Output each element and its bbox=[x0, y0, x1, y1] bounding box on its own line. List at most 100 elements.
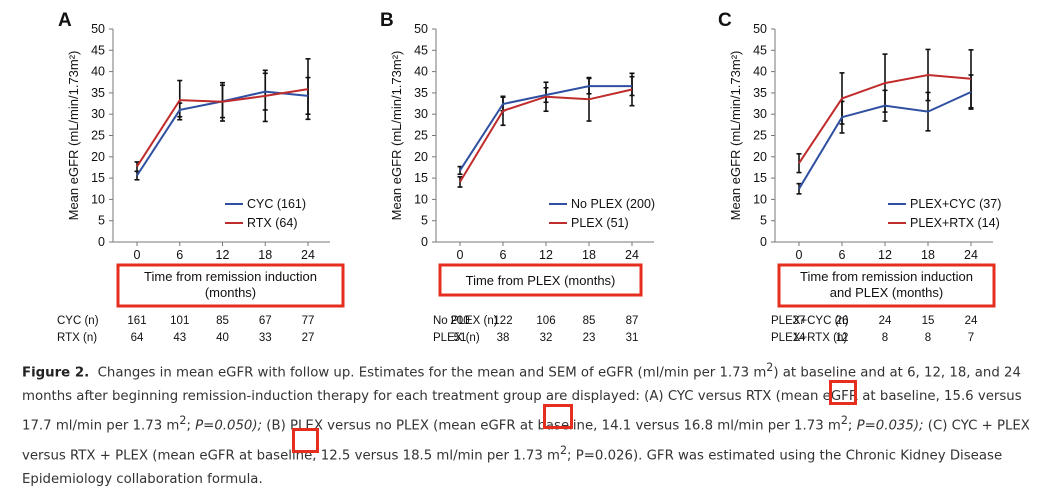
caption-text-7: CYC + PLEX versus RTX + PLEX (mean eGFR … bbox=[22, 418, 1030, 464]
caption-p-b: P=0.035); bbox=[856, 418, 928, 434]
x-axis-label-highlight bbox=[438, 263, 643, 297]
y-tick-label: 20 bbox=[91, 150, 105, 164]
y-axis-label: Mean eGFR (mL/min/1.73m²) bbox=[728, 51, 743, 221]
legend-label: PLEX+RTX (14) bbox=[910, 216, 1000, 230]
y-tick-label: 40 bbox=[753, 65, 767, 79]
chart-panel-c: C 0 5 10 15 20 25 30 35 40 45 50 0 6 12 18 24 Mean eGFR (… bbox=[718, 10, 1001, 344]
n-table-row-label: PLEX+CYC (n) bbox=[771, 315, 849, 327]
n-table-row-label: No PLEX (n) bbox=[433, 315, 498, 327]
n-table-value: 33 bbox=[259, 332, 272, 344]
n-table-value: 51 bbox=[454, 332, 467, 344]
n-table-row-label: CYC (n) bbox=[57, 315, 99, 327]
n-table-value: 38 bbox=[497, 332, 510, 344]
caption-text-4: ; bbox=[186, 418, 196, 434]
y-tick-label: 0 bbox=[421, 235, 428, 249]
caption-text-6: ; bbox=[847, 418, 857, 434]
x-axis-label-line-2: and PLEX (months) bbox=[830, 285, 943, 300]
legend-label: PLEX+CYC (37) bbox=[910, 197, 1001, 211]
y-tick-label: 50 bbox=[414, 22, 428, 36]
y-tick-label: 5 bbox=[98, 214, 105, 228]
y-tick-label: 25 bbox=[753, 129, 767, 143]
n-table-value: 85 bbox=[583, 315, 596, 327]
n-table-value: 7 bbox=[968, 332, 974, 344]
caption-text-2: ) at baseline and at 6, 12, 18, and 24 m… bbox=[22, 365, 1021, 405]
n-table-value: 24 bbox=[965, 315, 978, 327]
n-table-value: 40 bbox=[216, 332, 229, 344]
y-tick-label: 25 bbox=[414, 129, 428, 143]
panel-letter: C bbox=[718, 10, 732, 31]
series-line-2 bbox=[798, 73, 972, 164]
caption-highlight-c bbox=[292, 428, 319, 453]
n-table-value: 12 bbox=[836, 332, 849, 344]
y-tick-label: 10 bbox=[91, 192, 105, 206]
y-tick-label: 30 bbox=[91, 107, 105, 121]
n-table-value: 161 bbox=[127, 315, 146, 327]
y-tick-label: 35 bbox=[91, 86, 105, 100]
y-tick-label: 10 bbox=[753, 192, 767, 206]
x-axis-label-highlight bbox=[116, 263, 345, 308]
y-tick-label: 40 bbox=[91, 65, 105, 79]
y-tick-label: 15 bbox=[414, 171, 428, 185]
series-line-2 bbox=[136, 88, 309, 168]
x-tick-label: 6 bbox=[500, 248, 507, 262]
series-line-2 bbox=[459, 88, 633, 183]
legend-label: CYC (161) bbox=[247, 197, 306, 211]
caption-sup-2: 2 bbox=[179, 414, 187, 428]
n-table-value: 122 bbox=[493, 315, 512, 327]
n-table-value: 106 bbox=[536, 315, 555, 327]
x-axis-label-line-1: Time from remission induction bbox=[144, 269, 317, 284]
n-table-value: 87 bbox=[626, 315, 639, 327]
caption-text-8: ; bbox=[567, 448, 576, 464]
n-table-value: 85 bbox=[216, 315, 229, 327]
legend-label: PLEX (51) bbox=[571, 216, 629, 230]
n-table-value: 32 bbox=[540, 332, 553, 344]
x-tick-label: 18 bbox=[582, 248, 596, 262]
caption-p-a: P=0.050); bbox=[195, 418, 267, 434]
x-tick-label: 18 bbox=[921, 248, 935, 262]
n-table-value: 8 bbox=[882, 332, 888, 344]
y-axis-label: Mean eGFR (mL/min/1.73m²) bbox=[389, 51, 404, 221]
y-tick-label: 0 bbox=[760, 235, 767, 249]
y-tick-label: 30 bbox=[414, 107, 428, 121]
n-table-value: 64 bbox=[131, 332, 144, 344]
x-axis-label-line-2: (months) bbox=[205, 285, 256, 300]
caption-highlight-b bbox=[543, 404, 573, 429]
series-line-1 bbox=[798, 91, 972, 190]
y-axis-label: Mean eGFR (mL/min/1.73m²) bbox=[66, 51, 81, 221]
n-table-value: 23 bbox=[583, 332, 596, 344]
x-tick-label: 24 bbox=[301, 248, 315, 262]
panel-letter: A bbox=[58, 10, 72, 31]
x-tick-label: 24 bbox=[625, 248, 639, 262]
caption-label-b: (B) bbox=[266, 418, 286, 434]
n-table-value: 24 bbox=[879, 315, 892, 327]
y-tick-label: 0 bbox=[98, 235, 105, 249]
caption-sup-4: 2 bbox=[559, 443, 568, 457]
caption-label-c: (C) bbox=[927, 418, 948, 434]
y-tick-label: 35 bbox=[753, 86, 767, 100]
y-tick-label: 50 bbox=[753, 22, 767, 36]
n-table-row-label: PLEX+RTX (n) bbox=[771, 332, 847, 344]
y-tick-label: 15 bbox=[91, 171, 105, 185]
x-tick-label: 0 bbox=[134, 248, 141, 262]
y-tick-label: 20 bbox=[753, 150, 767, 164]
y-tick-label: 40 bbox=[414, 65, 428, 79]
caption-text-1: Changes in mean eGFR with follow up. Est… bbox=[97, 365, 767, 381]
n-table-row-label: PLEX (n) bbox=[433, 332, 480, 344]
y-tick-label: 35 bbox=[414, 86, 428, 100]
n-table-value: 200 bbox=[450, 315, 469, 327]
y-tick-label: 45 bbox=[91, 43, 105, 57]
caption-label-a: A) bbox=[649, 389, 664, 405]
n-table-value: 101 bbox=[170, 315, 189, 327]
n-table-value: 27 bbox=[302, 332, 315, 344]
y-tick-label: 25 bbox=[91, 129, 105, 143]
caption-sup-3: 2 bbox=[840, 414, 848, 428]
n-table-value: 14 bbox=[793, 332, 806, 344]
n-table-value: 67 bbox=[259, 315, 272, 327]
x-tick-label: 12 bbox=[878, 248, 892, 262]
x-tick-label: 18 bbox=[258, 248, 272, 262]
y-tick-label: 10 bbox=[414, 192, 428, 206]
figure-label: Figure 2. bbox=[22, 365, 90, 381]
n-table-value: 15 bbox=[922, 315, 935, 327]
x-axis-label-line-1: Time from remission induction bbox=[800, 269, 973, 284]
y-tick-label: 5 bbox=[760, 214, 767, 228]
